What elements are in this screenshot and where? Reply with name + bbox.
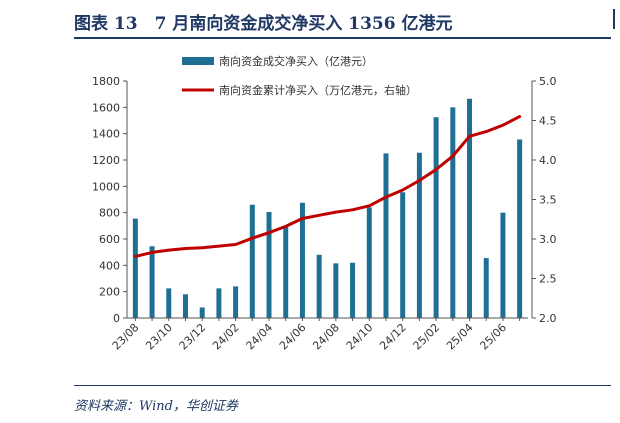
line-series [133,115,522,258]
x-tick-label: 23/08 [110,321,142,353]
bar [149,246,155,318]
y-left-tick-label: 800 [99,207,120,220]
y-left-tick-label: 1800 [92,75,120,88]
x-tick-label: 23/10 [143,321,175,353]
bar [416,152,422,318]
x-tick-label: 25/02 [411,321,443,353]
y-right-tick-label: 4.0 [539,154,557,167]
source-note: 资料来源：Wind，华创证券 [74,399,238,414]
y-left-tick-label: 1000 [92,180,120,193]
y-left-tick-label: 1200 [92,154,120,167]
x-tick-label: 24/10 [344,321,376,353]
bar [383,153,389,318]
y-right-tick-label: 2.0 [539,312,557,325]
bar [266,212,272,318]
bar [249,204,255,318]
y-right-tick-label: 3.5 [539,194,557,207]
bar [366,207,372,318]
x-tick-label: 24/02 [210,321,242,353]
y-right-tick-label: 4.5 [539,115,557,128]
bar [182,294,188,318]
bar [316,254,322,318]
bar [500,212,506,318]
cumulative-line [133,115,522,258]
bar [350,262,356,318]
bottom-rule [74,385,611,386]
x-tick-label: 24/04 [244,321,276,353]
y-left-tick-label: 0 [113,312,120,325]
bar [450,107,456,318]
x-tick-label: 24/08 [310,321,342,353]
bar [132,218,138,318]
y-left-tick-label: 1600 [92,101,120,114]
bar [283,226,289,318]
bar [333,263,339,318]
x-tick-label: 24/12 [377,321,409,353]
x-tick-label: 25/06 [477,321,509,353]
x-tick-label: 23/12 [177,321,209,353]
bar [299,202,305,318]
figure-title: 图表 13 7 月南向资金成交净买入 1356 亿港元 [74,14,453,34]
y-left-tick-label: 200 [99,286,120,299]
title-rule [74,37,611,39]
bar [433,117,439,318]
bar [216,288,222,318]
bar [166,288,172,318]
y-right-tick-label: 2.5 [539,273,557,286]
x-tick-label: 25/04 [444,321,476,353]
adjacent-figure-edge [613,9,620,29]
y-right-tick-label: 3.0 [539,233,557,246]
legend-swatch-bar [182,57,214,65]
y-left-tick-label: 400 [99,259,120,272]
bar-series [132,98,523,319]
legend-label-bar: 南向资金成交净买入（亿港元） [219,54,373,68]
legend-label-line: 南向资金累计净买入（万亿港元，右轴） [219,83,417,97]
bar [199,307,205,318]
bar [233,286,239,318]
y-right-tick-label: 5.0 [539,75,557,88]
legend: 南向资金成交净买入（亿港元） 南向资金累计净买入（万亿港元，右轴） [182,54,417,97]
chart: 0 200 400 600 800 1000 1200 1400 1600 1800 2.0 2.5 3… [92,54,557,353]
x-tick-label: 24/06 [277,321,309,353]
y-left-tick-label: 600 [99,233,120,246]
bar [400,192,406,318]
y-left-tick-label: 1400 [92,128,120,141]
bar [467,98,473,319]
bar [517,139,523,318]
bar [483,258,489,318]
